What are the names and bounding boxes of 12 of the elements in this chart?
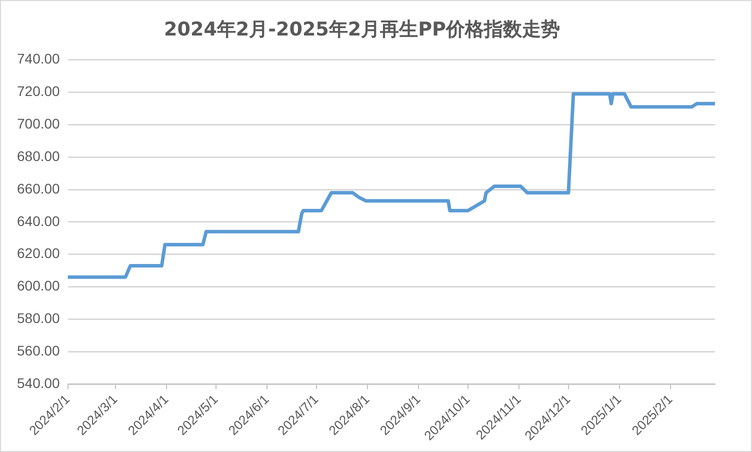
y-tick-label: 640.00 bbox=[16, 212, 60, 229]
chart-title: 2024年2月-2025年2月再生PP价格指数走势 bbox=[164, 18, 560, 40]
y-tick-label: 740.00 bbox=[16, 50, 60, 67]
y-tick-label: 680.00 bbox=[16, 148, 60, 164]
y-tick-label: 600.00 bbox=[16, 278, 60, 294]
y-tick-label: 660.00 bbox=[16, 180, 60, 196]
y-tick-label: 540.00 bbox=[16, 374, 60, 391]
y-tick-label: 580.00 bbox=[16, 310, 60, 326]
y-tick-label: 700.00 bbox=[16, 116, 60, 132]
y-tick-label: 620.00 bbox=[16, 245, 60, 262]
y-tick-label: 720.00 bbox=[16, 83, 60, 100]
y-tick-label: 560.00 bbox=[16, 342, 60, 359]
